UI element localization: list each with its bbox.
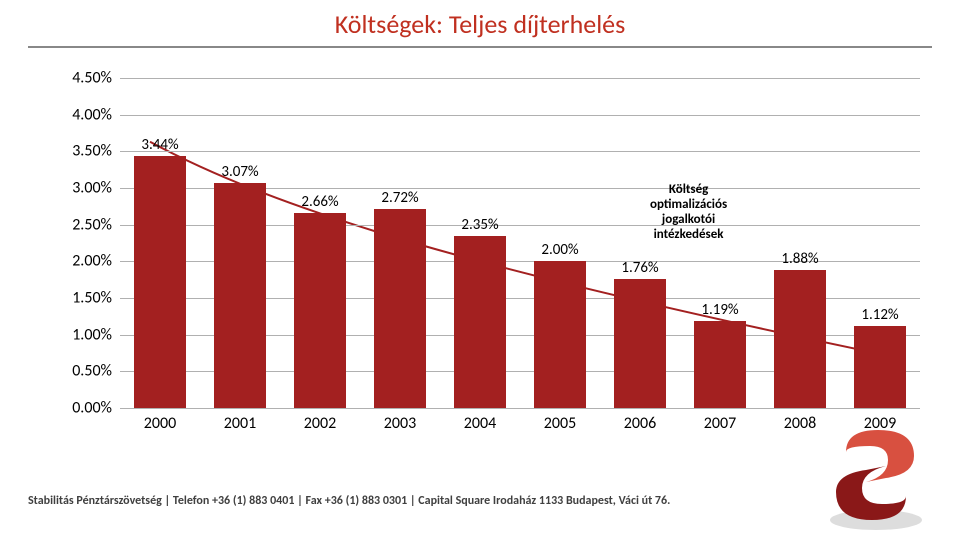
bar: 3.07% [214, 183, 266, 408]
bar: 2.72% [374, 209, 426, 408]
y-tick-label: 4.00% [62, 105, 112, 124]
bar: 3.44% [134, 156, 186, 408]
bar-rect [614, 279, 666, 408]
y-tick-label: 4.50% [62, 69, 112, 88]
y-tick-label: 3.50% [62, 142, 112, 161]
bar: 2.00% [534, 261, 586, 408]
logo-icon [816, 416, 936, 536]
gridline [120, 115, 920, 116]
x-tick-label: 2001 [224, 414, 256, 433]
title-underline [28, 46, 932, 48]
bar-value-label: 2.66% [301, 193, 338, 211]
bar-value-label: 2.35% [461, 216, 498, 234]
bar-chart: 0.00% 0.50% 1.00% 1.50% 2.00% 2.50% 3.00% 3.50%… [60, 78, 920, 448]
bar: 1.76% [614, 279, 666, 408]
x-tick-label: 2007 [704, 414, 736, 433]
x-tick-label: 2004 [464, 414, 496, 433]
bar-value-label: 1.19% [701, 301, 738, 319]
gridline [120, 78, 920, 79]
bar-value-label: 1.88% [781, 250, 818, 268]
bar: 1.19% [694, 321, 746, 408]
bar-rect [454, 236, 506, 408]
bar: 1.12% [854, 326, 906, 408]
bar: 2.66% [294, 213, 346, 408]
x-tick-label: 2003 [384, 414, 416, 433]
bar-rect [774, 270, 826, 408]
x-tick-label: 2000 [144, 414, 176, 433]
footer-text: Stabilitás Pénztárszövetség | Telefon +3… [28, 494, 670, 508]
bar-rect [134, 156, 186, 408]
y-tick-label: 2.00% [62, 252, 112, 271]
bar-rect [214, 183, 266, 408]
bar-rect [854, 326, 906, 408]
plot-area: 0.00%0.50%1.00%1.50%2.00%2.50%3.00%3.50%… [120, 78, 920, 408]
gridline [120, 408, 920, 409]
bar-value-label: 1.12% [861, 306, 898, 324]
page-title: Költségek: Teljes díjterhelés [0, 8, 960, 40]
x-tick-label: 2005 [544, 414, 576, 433]
annotation-text: Költségoptimalizációsjogalkotóiintézkedé… [650, 183, 727, 243]
bar-value-label: 2.72% [381, 189, 418, 207]
bar-rect [374, 209, 426, 408]
x-tick-label: 2006 [624, 414, 656, 433]
y-tick-label: 0.50% [62, 362, 112, 381]
y-tick-label: 0.00% [62, 399, 112, 418]
x-tick-label: 2002 [304, 414, 336, 433]
y-tick-label: 1.50% [62, 289, 112, 308]
y-tick-label: 2.50% [62, 215, 112, 234]
bar-rect [294, 213, 346, 408]
bar-value-label: 2.00% [541, 241, 578, 259]
bar: 2.35% [454, 236, 506, 408]
bar-rect [534, 261, 586, 408]
bar-value-label: 1.76% [621, 259, 658, 277]
gridline [120, 151, 920, 152]
y-tick-label: 3.00% [62, 179, 112, 198]
x-tick-label: 2008 [784, 414, 816, 433]
bar: 1.88% [774, 270, 826, 408]
bar-value-label: 3.44% [141, 136, 178, 154]
y-tick-label: 1.00% [62, 325, 112, 344]
bar-value-label: 3.07% [221, 163, 258, 181]
bar-rect [694, 321, 746, 408]
